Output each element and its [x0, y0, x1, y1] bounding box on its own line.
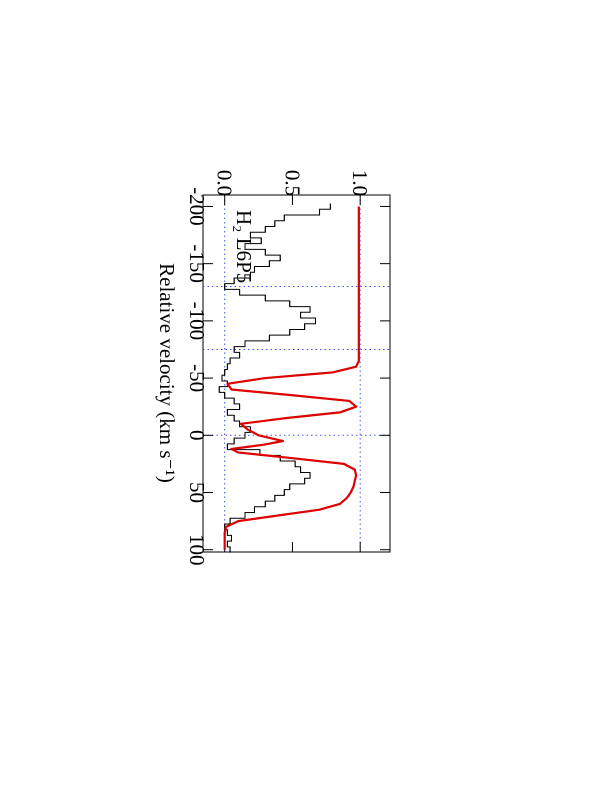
y-tick-label: 0.0 [213, 170, 237, 196]
x-tick-label: 50 [185, 482, 209, 503]
x-tick-label: 100 [185, 534, 209, 566]
x-tick-label: -150 [185, 244, 209, 283]
x-tick-label: -100 [185, 302, 209, 341]
x-tick-label: -50 [185, 364, 209, 392]
plot-frame [202, 194, 391, 553]
x-axis-title: Relative velocity (km s⁻¹) [155, 263, 179, 483]
annotation: H₂ L6P5 [232, 210, 256, 283]
model-line [223, 206, 360, 550]
y-tick-label: 1.0 [348, 170, 372, 196]
y-tick-label: 0.5 [280, 170, 304, 196]
x-tick-label: -200 [185, 187, 209, 226]
x-tick-label: 0 [185, 430, 209, 441]
